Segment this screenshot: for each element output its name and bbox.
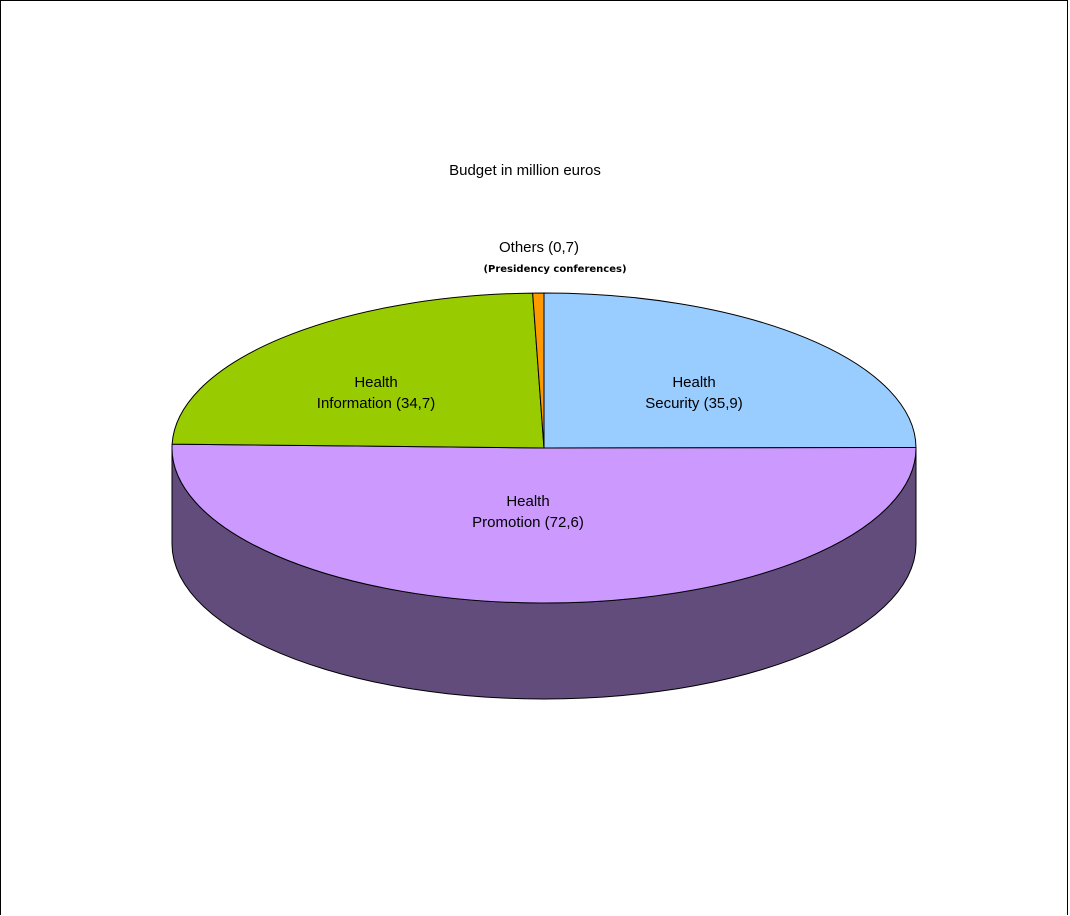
pie-slice-others <box>532 292 545 449</box>
data-sublabel-others: (Presidency conferences) <box>483 264 626 275</box>
data-label-health-promotion-line-1: Health <box>506 493 549 510</box>
pie-labels: Health Security (35,9) Health Promotion (72… <box>317 239 743 531</box>
data-label-others-line-1: Others (0,7) <box>499 239 579 256</box>
data-label-health-information-line-1: Health <box>354 374 397 391</box>
pie-slice-health-information <box>171 292 545 449</box>
data-label-health-promotion-line-2: Promotion (72,6) <box>472 514 584 531</box>
data-label-health-security-line-1: Health <box>672 374 715 391</box>
pie-slice-health-promotion <box>171 443 917 604</box>
data-label-health-information-line-2: Information (34,7) <box>317 395 435 412</box>
chart-title: Budget in million euros <box>449 162 601 179</box>
pie-top-faces <box>171 292 917 604</box>
data-label-health-security-line-2: Security (35,9) <box>645 395 743 412</box>
pie-slice-health-security <box>543 292 917 449</box>
